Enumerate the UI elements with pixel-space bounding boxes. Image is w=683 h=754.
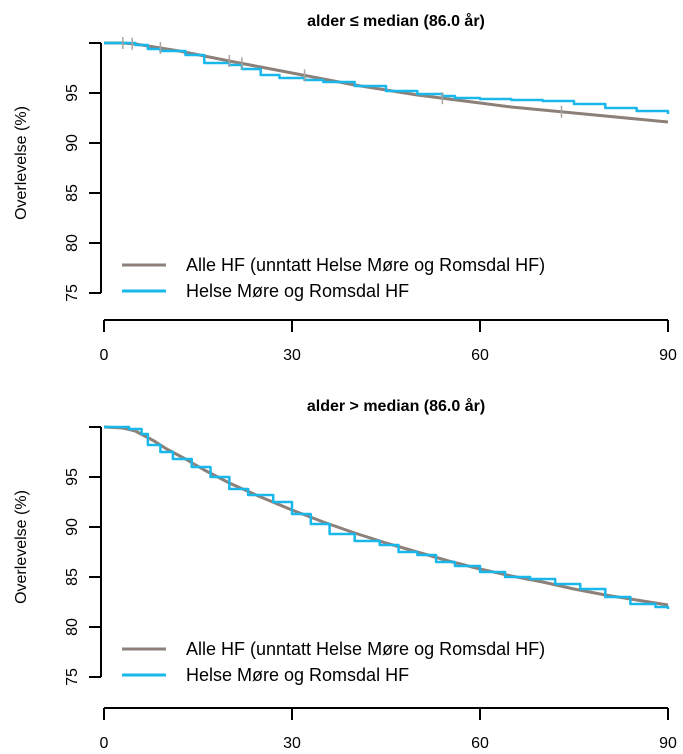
x-tick-label: 90	[659, 735, 677, 752]
legend-label: Alle HF (unntatt Helse Møre og Romsdal H…	[186, 639, 545, 659]
chart-title: alder > median (86.0 år)	[307, 397, 485, 415]
x-tick-label: 30	[283, 347, 301, 364]
y-axis-label: Overlevelse (%)	[13, 106, 30, 220]
chart-title: alder ≤ median (86.0 år)	[307, 12, 485, 30]
y-tick-label: 75	[64, 668, 81, 686]
series-line-alle-hf	[103, 425, 669, 607]
y-axis-label: Overlevelse (%)	[13, 490, 30, 604]
x-tick-label: 60	[471, 347, 489, 364]
y-tick-label: 80	[64, 618, 81, 636]
series-line-helse-more-og-romsdal	[104, 41, 670, 114]
y-tick-label: 90	[64, 134, 81, 152]
y-tick-label: 95	[64, 468, 81, 486]
x-tick-label: 0	[100, 347, 109, 364]
x-tick-label: 60	[471, 735, 489, 752]
y-tick-label: 90	[64, 518, 81, 536]
legend-label: Helse Møre og Romsdal HF	[186, 665, 409, 685]
legend-label: Helse Møre og Romsdal HF	[186, 281, 409, 301]
series-line-helse-more-og-romsdal	[104, 425, 670, 609]
y-tick-label: 95	[64, 84, 81, 102]
y-tick-label: 75	[64, 284, 81, 302]
y-tick-label: 85	[64, 568, 81, 586]
y-tick-label: 80	[64, 234, 81, 252]
x-tick-label: 0	[100, 735, 109, 752]
x-tick-label: 90	[659, 347, 677, 364]
legend-label: Alle HF (unntatt Helse Møre og Romsdal H…	[186, 255, 545, 275]
y-tick-label: 85	[64, 184, 81, 202]
x-tick-label: 30	[283, 735, 301, 752]
